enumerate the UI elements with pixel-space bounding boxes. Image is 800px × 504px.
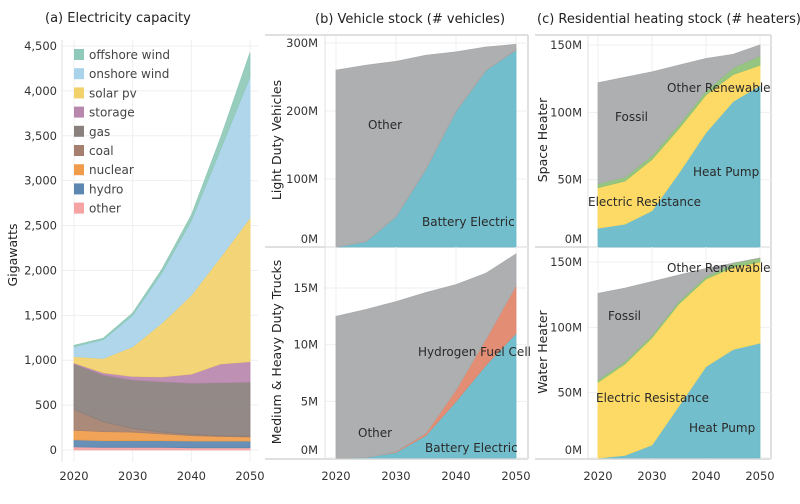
legend-label: offshore wind xyxy=(89,48,170,62)
legend-swatch xyxy=(74,68,84,80)
y-tick-label: 0M xyxy=(301,443,318,457)
panel-a xyxy=(61,40,258,462)
y-tick-label: 300M xyxy=(286,36,318,50)
area-label: Electric Resistance xyxy=(596,391,709,405)
y-tick-label: 4,000 xyxy=(24,84,57,98)
legend-label: storage xyxy=(89,106,135,120)
area-label: Electric Resistance xyxy=(588,195,701,209)
legend-label: gas xyxy=(89,125,110,139)
panel-b2 xyxy=(324,247,528,459)
legend-swatch xyxy=(74,87,84,99)
y-tick-label: 200M xyxy=(286,104,318,118)
y-axis-title: Gigawatts xyxy=(5,224,20,287)
x-tick-label: 2030 xyxy=(381,469,410,483)
y-tick-label: 150M xyxy=(550,38,582,52)
area-label: Fossil xyxy=(615,110,648,124)
y-tick-label: 150M xyxy=(550,255,582,269)
y-tick-label: 0M xyxy=(301,232,318,246)
y-tick-label: 1,500 xyxy=(24,308,57,322)
legend-swatch xyxy=(74,183,84,195)
x-tick-label: 2050 xyxy=(745,469,774,483)
area-fossil xyxy=(597,257,761,381)
y-axis-title: Light Duty Vehicles xyxy=(269,80,284,200)
y-tick-label: 500 xyxy=(35,398,57,412)
y-axis-title: Medium & Heavy Duty Trucks xyxy=(269,260,284,445)
area-other xyxy=(335,43,517,248)
legend-swatch xyxy=(74,202,84,214)
area-label: Other Renewable xyxy=(667,261,771,275)
x-tick-label: 2030 xyxy=(637,469,666,483)
panel-title: (b) Vehicle stock (# vehicles) xyxy=(315,12,505,27)
y-tick-label: 1,000 xyxy=(24,353,57,367)
y-tick-label: 100M xyxy=(550,320,582,334)
y-axis-title: Space Heater xyxy=(535,97,550,182)
area-label: Hydrogen Fuel Cell xyxy=(418,345,531,359)
legend-swatch xyxy=(74,145,84,156)
y-tick-label: 3,000 xyxy=(24,174,57,188)
x-tick-label: 2020 xyxy=(59,469,88,483)
y-tick-label: 100M xyxy=(550,105,582,119)
legend: offshore wind onshore wind solar pv storage… xyxy=(74,48,170,216)
legend-swatch xyxy=(74,164,84,176)
y-tick-label: 0M xyxy=(565,443,582,457)
y-axis-title: Water Heater xyxy=(535,309,550,393)
y-tick-label: 5M xyxy=(301,394,318,408)
area-label: Heat Pump xyxy=(693,165,759,179)
area-other xyxy=(335,253,517,459)
y-tick-label: 100M xyxy=(286,172,318,186)
area-label: Heat Pump xyxy=(689,421,755,435)
area-label: Battery Electric xyxy=(422,215,515,229)
y-tick-label: 50M xyxy=(557,386,582,400)
panel-b1 xyxy=(324,36,528,248)
area-label: Other xyxy=(358,426,392,440)
y-tick-label: 0M xyxy=(565,232,582,246)
y-tick-label: 2,500 xyxy=(24,219,57,233)
area-label: Battery Electric xyxy=(425,441,518,455)
y-tick-label: 4,500 xyxy=(24,39,57,53)
area-offshore-wind xyxy=(73,52,251,348)
y-tick-label: 15M xyxy=(293,281,318,295)
legend-label: other xyxy=(89,202,121,216)
area-label: Fossil xyxy=(608,309,641,323)
legend-label: hydro xyxy=(89,182,123,196)
x-tick-label: 2040 xyxy=(177,469,206,483)
panel-title: (a) Electricity capacity xyxy=(45,11,191,26)
y-tick-label: 10M xyxy=(293,338,318,352)
area-label: Other xyxy=(368,118,402,132)
panel-c2 xyxy=(587,247,771,459)
x-tick-label: 2020 xyxy=(321,469,350,483)
legend-label: nuclear xyxy=(89,163,134,177)
area-fossil xyxy=(597,44,761,185)
x-tick-label: 2050 xyxy=(501,469,530,483)
x-tick-label: 2040 xyxy=(441,469,470,483)
legend-swatch xyxy=(74,125,84,137)
legend-swatch xyxy=(74,49,84,60)
y-tick-label: 3,500 xyxy=(24,129,57,143)
x-tick-label: 2050 xyxy=(235,469,264,483)
panel-title: (c) Residential heating stock (# heaters… xyxy=(537,12,800,27)
x-tick-label: 2030 xyxy=(118,469,147,483)
legend-label: solar pv xyxy=(89,86,137,100)
y-tick-label: 50M xyxy=(557,173,582,187)
x-tick-label: 2020 xyxy=(583,469,612,483)
y-tick-label: 2,000 xyxy=(24,263,57,277)
x-tick-label: 2040 xyxy=(691,469,720,483)
legend-label: coal xyxy=(89,144,114,158)
y-tick-label: 0 xyxy=(50,443,57,457)
legend-label: onshore wind xyxy=(89,67,169,81)
legend-swatch xyxy=(74,106,84,118)
panel-c1 xyxy=(587,36,771,248)
area-label: Other Renewable xyxy=(667,81,771,95)
